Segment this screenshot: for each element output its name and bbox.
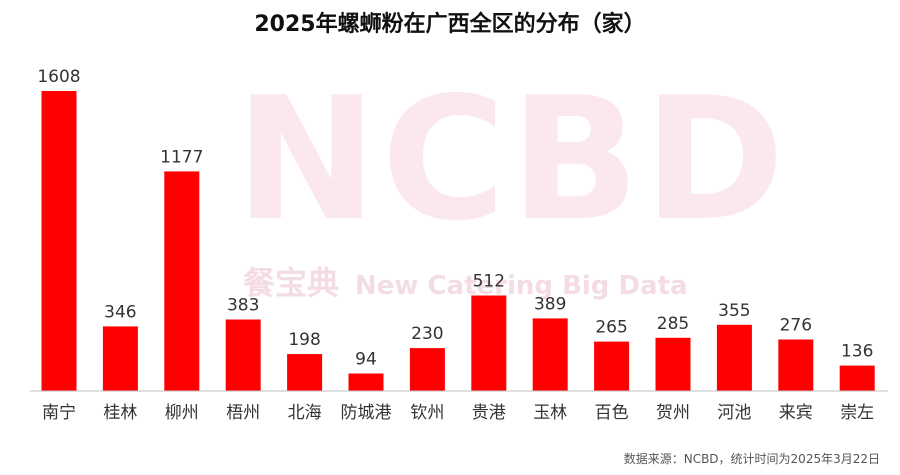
- bar: [164, 171, 200, 391]
- x-tick-label: 百色: [595, 403, 629, 423]
- x-tick-label: 桂林: [103, 403, 137, 423]
- x-tick-label: 防城港: [341, 403, 392, 423]
- x-tick-label: 河池: [717, 403, 751, 423]
- data-label: 198: [288, 330, 320, 350]
- watermark-en: New Catering Big Data: [355, 271, 688, 301]
- watermark-text: 餐宝典 New Catering Big Data: [243, 258, 688, 304]
- bar: [594, 341, 630, 391]
- data-label: 355: [718, 301, 750, 321]
- watermark-cn: 餐宝典: [243, 264, 340, 302]
- bar: [287, 354, 323, 391]
- bar: [41, 91, 77, 391]
- bar: [778, 339, 814, 391]
- data-label: 230: [411, 324, 443, 344]
- bar: [348, 373, 384, 391]
- data-label: 94: [355, 350, 377, 370]
- x-tick-label: 南宁: [42, 403, 76, 423]
- chart-title: 2025年螺蛳粉在广西全区的分布（家）: [254, 12, 646, 37]
- data-label: 1608: [37, 67, 80, 87]
- bar: [409, 348, 445, 391]
- x-tick-label: 贵港: [472, 403, 506, 423]
- x-tick-label: 贺州: [656, 403, 690, 423]
- data-source-note: 数据来源：NCBD，统计时间为2025年3月22日: [623, 452, 880, 466]
- data-label: 285: [657, 314, 689, 334]
- data-label: 136: [841, 342, 873, 362]
- x-tick-label: 柳州: [165, 403, 199, 423]
- data-label: 346: [104, 302, 136, 322]
- x-tick-label: 钦州: [410, 403, 444, 423]
- bar: [471, 295, 507, 391]
- bar: [225, 319, 261, 391]
- bar: [716, 324, 752, 391]
- bar: [839, 365, 875, 391]
- data-label: 383: [227, 296, 259, 316]
- bar: [532, 318, 568, 391]
- x-tick-label: 梧州: [226, 403, 260, 423]
- x-tick-label: 崇左: [840, 403, 874, 423]
- data-label: 1177: [160, 147, 203, 167]
- x-tick-label: 玉林: [533, 403, 567, 423]
- watermark-logo: NCBD: [235, 61, 789, 259]
- x-tick-label: 北海: [288, 403, 322, 423]
- data-label: 389: [534, 294, 566, 314]
- bars-group: 1608 南宁 346 桂林 1177 柳州 383 梧州 198 北海 94 防城港 230 钦州 512…: [37, 67, 875, 423]
- data-label: 276: [780, 316, 812, 336]
- bar: [655, 337, 691, 391]
- data-label: 265: [595, 318, 627, 338]
- bar: [102, 326, 138, 391]
- x-tick-label: 来宾: [779, 403, 813, 423]
- data-label: 512: [473, 272, 505, 292]
